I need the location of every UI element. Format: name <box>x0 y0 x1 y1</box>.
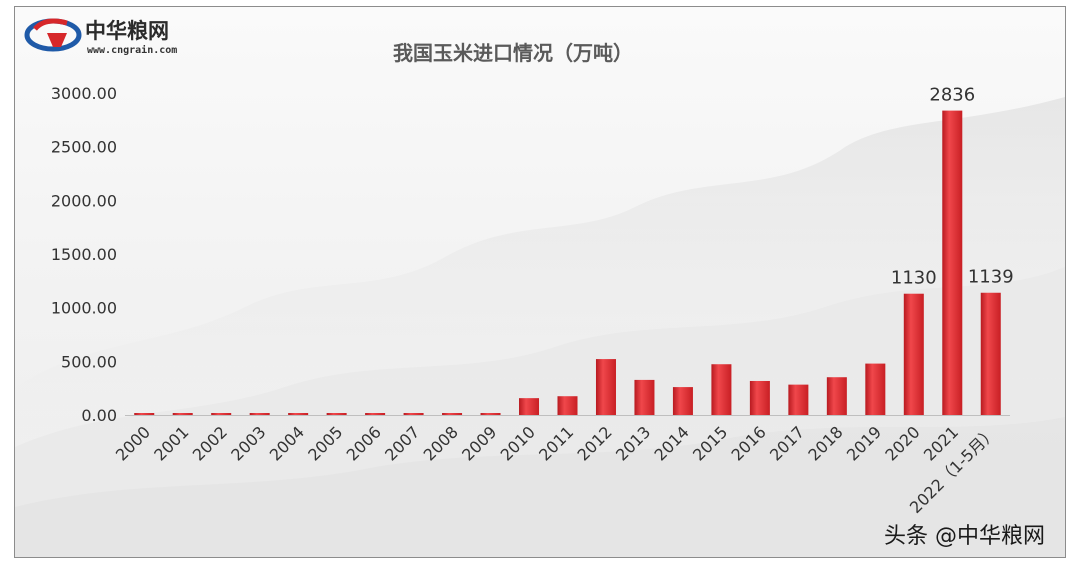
data-label: 1130 <box>891 268 937 289</box>
cngrain-logo-icon <box>24 18 82 52</box>
bar-2007 <box>403 413 424 415</box>
bar-2003 <box>249 413 270 415</box>
bar-2014 <box>672 387 693 415</box>
bar-2012 <box>595 359 616 415</box>
logo-name: 中华粮网 <box>85 19 169 43</box>
bar-2021 <box>942 110 963 416</box>
bar-2006 <box>365 413 386 415</box>
y-tick-label: 1000.00 <box>51 299 117 318</box>
bar-2017 <box>788 384 809 415</box>
y-tick-label: 2500.00 <box>51 138 117 157</box>
background-mountains <box>15 97 1065 557</box>
bar-2016 <box>749 380 770 415</box>
bar-2020 <box>903 293 924 415</box>
bar-2015 <box>711 364 732 415</box>
y-tick-label: 2000.00 <box>51 191 117 210</box>
chart-frame: 中华粮网 www.cngrain.com 我国玉米进口情况（万吨） 0.00 50… <box>14 6 1066 558</box>
bars <box>134 110 1001 416</box>
logo-url: www.cngrain.com <box>87 44 177 56</box>
bar-2005 <box>326 413 347 415</box>
bar-2002 <box>211 413 232 415</box>
y-tick-label: 500.00 <box>61 352 117 371</box>
corn-import-bar-chart: 中华粮网 www.cngrain.com 我国玉米进口情况（万吨） 0.00 50… <box>15 18 1065 557</box>
bar-2008 <box>442 413 463 415</box>
cngrain-logo: 中华粮网 www.cngrain.com <box>24 18 177 56</box>
bar-2001 <box>172 413 193 415</box>
bar-2018 <box>826 377 847 415</box>
bar-2004 <box>288 413 309 415</box>
data-label: 1139 <box>968 267 1014 288</box>
bar-2019 <box>865 363 886 415</box>
bar-2013 <box>634 379 655 415</box>
data-labels: 1130 2836 1139 <box>891 85 1014 289</box>
data-label: 2836 <box>929 85 975 106</box>
watermark: 头条 @中华粮网 <box>884 524 1045 549</box>
y-tick-label: 3000.00 <box>51 84 117 103</box>
chart-title: 我国玉米进口情况（万吨） <box>393 41 633 65</box>
y-tick-label: 1500.00 <box>51 245 117 264</box>
bar-2010 <box>519 398 540 415</box>
bar-2022（1-5月） <box>980 292 1001 415</box>
bar-2009 <box>480 413 501 415</box>
bar-2000 <box>134 413 155 415</box>
y-axis-ticks: 0.00 500.00 1000.00 1500.00 2000.00 2500.00 30… <box>51 84 117 425</box>
y-tick-label: 0.00 <box>81 406 117 425</box>
bar-2011 <box>557 396 578 415</box>
